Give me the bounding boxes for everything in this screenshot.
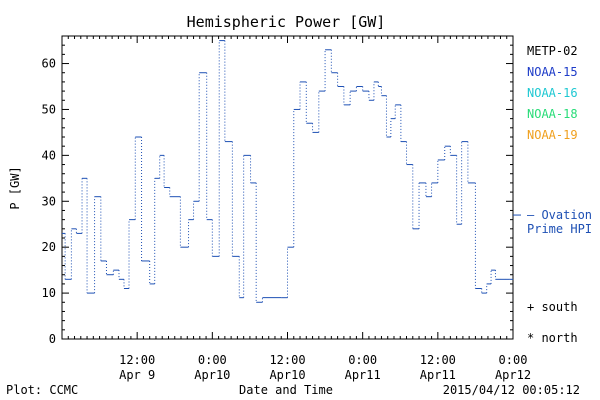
y-tick-label: 0	[49, 332, 56, 346]
x-tick-label-time: 12:00	[420, 353, 456, 367]
x-axis-label: Date and Time	[239, 383, 333, 397]
y-tick-labels: 0 10 20 30 40 50 60	[42, 57, 56, 346]
x-tick-label-time: 12:00	[269, 353, 305, 367]
timestamp: 2015/04/12 00:05:12	[443, 383, 580, 397]
legend-item: METP-02	[527, 44, 578, 58]
y-axis-label: P [GW]	[8, 166, 22, 209]
legend-item: NOAA-19	[527, 128, 578, 142]
x-tick-label-time: 0:00	[348, 353, 377, 367]
x-tick-label-time: 0:00	[499, 353, 528, 367]
ovation-label-line2: Prime HPI	[527, 222, 592, 236]
y-tick-label: 20	[42, 240, 56, 254]
plot-frame	[61, 35, 514, 340]
x-tick-label-time: 12:00	[119, 353, 155, 367]
legend: METP-02 NOAA-15 NOAA-16 NOAA-18 NOAA-19	[527, 44, 578, 142]
x-tick-label-date: Apr11	[420, 368, 456, 382]
x-tick-label-date: Apr11	[345, 368, 381, 382]
x-tick-label-date: Apr10	[269, 368, 305, 382]
axis-ticks	[61, 35, 514, 340]
x-tick-label-time: 0:00	[198, 353, 227, 367]
symbol-south-label: + south	[527, 300, 578, 314]
x-tick-label-date: Apr10	[194, 368, 230, 382]
ovation-label-line1: — Ovation	[527, 208, 592, 222]
plot-source: Plot: CCMC	[6, 383, 78, 397]
y-tick-label: 40	[42, 148, 56, 162]
legend-item: NOAA-16	[527, 86, 578, 100]
x-tick-label-date: Apr12	[495, 368, 531, 382]
legend-item: NOAA-15	[527, 65, 578, 79]
x-tick-label-date: Apr 9	[119, 368, 155, 382]
series-layer	[62, 40, 513, 303]
y-tick-label: 10	[42, 286, 56, 300]
series-ovation-prime-hpi	[62, 40, 513, 303]
legend-item: NOAA-18	[527, 107, 578, 121]
chart-title: Hemispheric Power [GW]	[187, 13, 386, 31]
symbol-north-label: * north	[527, 331, 578, 345]
y-tick-label: 30	[42, 194, 56, 208]
y-tick-label: 50	[42, 102, 56, 116]
y-tick-label: 60	[42, 57, 56, 71]
